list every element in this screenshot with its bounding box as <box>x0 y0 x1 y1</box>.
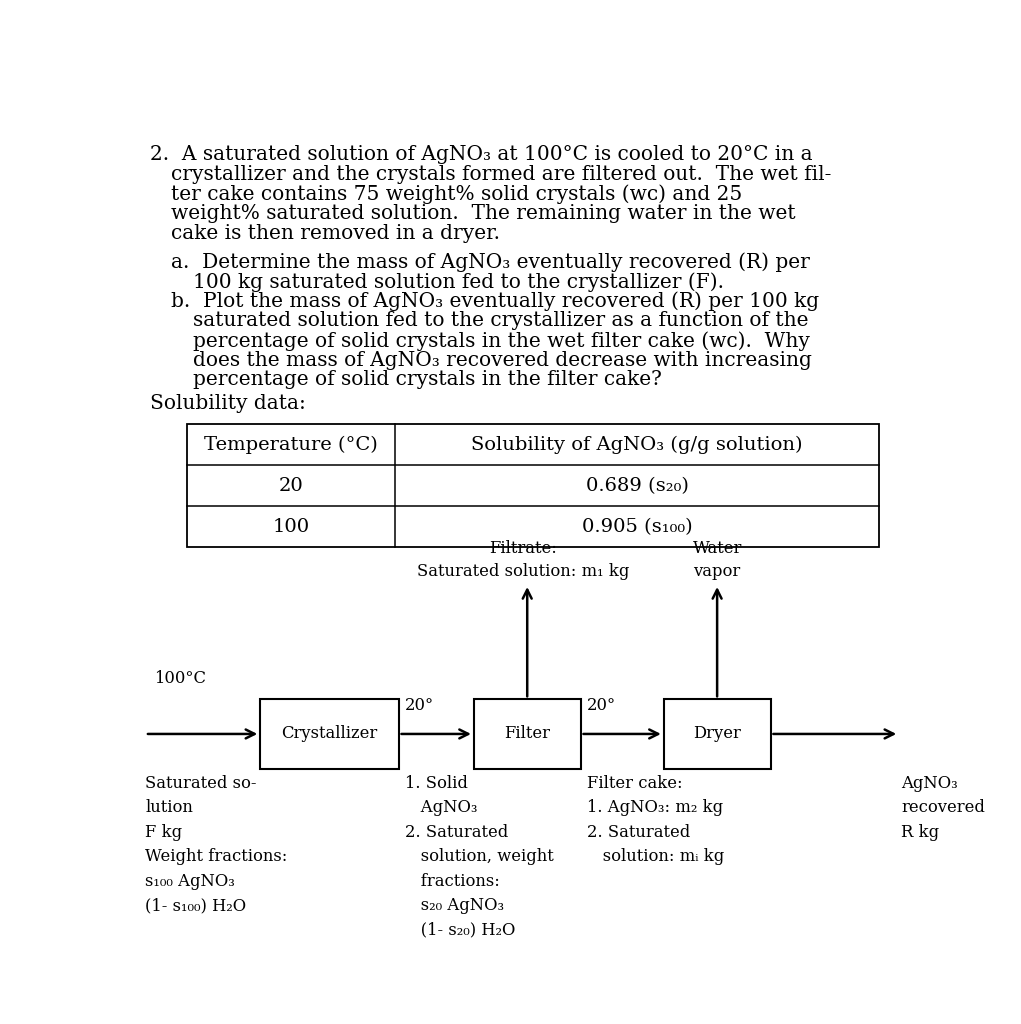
Text: Temperature (°C): Temperature (°C) <box>204 435 378 454</box>
Text: b.  Plot the mass of AgNO₃ eventually recovered (R) per 100 kg: b. Plot the mass of AgNO₃ eventually rec… <box>172 292 819 311</box>
Text: Dryer: Dryer <box>693 725 741 742</box>
Text: crystallizer and the crystals formed are filtered out.  The wet fil-: crystallizer and the crystals formed are… <box>172 165 831 183</box>
Text: 20°: 20° <box>405 697 434 715</box>
Text: 2. Saturated: 2. Saturated <box>405 824 508 841</box>
Text: Solubility of AgNO₃ (g/g solution): Solubility of AgNO₃ (g/g solution) <box>472 435 803 454</box>
Text: F kg: F kg <box>145 824 182 841</box>
Text: ter cake contains 75 weight% solid crystals (wᴄ) and 25: ter cake contains 75 weight% solid cryst… <box>172 184 742 204</box>
Bar <box>260 699 398 769</box>
Text: Filtrate:
Saturated solution: m₁ kg: Filtrate: Saturated solution: m₁ kg <box>417 540 630 581</box>
Text: AgNO₃: AgNO₃ <box>902 775 959 792</box>
Text: AgNO₃: AgNO₃ <box>405 800 478 816</box>
Text: s₂₀ AgNO₃: s₂₀ AgNO₃ <box>405 897 504 914</box>
Text: percentage of solid crystals in the wet filter cake (wᴄ).  Why: percentage of solid crystals in the wet … <box>193 331 810 350</box>
Text: (1- s₂₀) H₂O: (1- s₂₀) H₂O <box>405 922 516 939</box>
Text: 0.689 (s₂₀): 0.689 (s₂₀) <box>586 476 688 495</box>
Text: Crystallizer: Crystallizer <box>281 725 378 742</box>
Text: saturated solution fed to the crystallizer as a function of the: saturated solution fed to the crystalliz… <box>193 311 808 331</box>
Text: Water
vapor: Water vapor <box>692 540 742 581</box>
Text: lution: lution <box>145 800 193 816</box>
Text: recovered: recovered <box>902 800 985 816</box>
Text: 100 kg saturated solution fed to the crystallizer (F).: 100 kg saturated solution fed to the cry… <box>193 272 724 292</box>
Bar <box>187 424 879 547</box>
Text: 20: 20 <box>279 476 303 495</box>
Text: a.  Determine the mass of AgNO₃ eventually recovered (R) per: a. Determine the mass of AgNO₃ eventuall… <box>172 252 810 271</box>
Text: 100°C: 100°C <box>154 671 206 687</box>
Text: Filter cake:: Filter cake: <box>587 775 683 792</box>
Text: cake is then removed in a dryer.: cake is then removed in a dryer. <box>172 224 500 243</box>
Text: Saturated so-: Saturated so- <box>145 775 256 792</box>
Text: R kg: R kg <box>902 824 939 841</box>
Text: 1. Solid: 1. Solid <box>405 775 468 792</box>
Text: 2. Saturated: 2. Saturated <box>587 824 690 841</box>
Text: fractions:: fractions: <box>405 872 500 890</box>
Bar <box>474 699 581 769</box>
Text: solution, weight: solution, weight <box>405 848 553 865</box>
Text: 100: 100 <box>273 517 309 536</box>
Text: 1. AgNO₃: m₂ kg: 1. AgNO₃: m₂ kg <box>587 800 723 816</box>
Text: Filter: Filter <box>504 725 550 742</box>
Text: does the mass of AgNO₃ recovered decrease with increasing: does the mass of AgNO₃ recovered decreas… <box>193 351 812 370</box>
Text: (1- s₁₀₀) H₂O: (1- s₁₀₀) H₂O <box>145 897 246 914</box>
Text: weight% saturated solution.  The remaining water in the wet: weight% saturated solution. The remainin… <box>172 204 795 223</box>
Text: Weight fractions:: Weight fractions: <box>145 848 287 865</box>
Text: percentage of solid crystals in the filter cake?: percentage of solid crystals in the filt… <box>193 371 662 389</box>
Text: 0.905 (s₁₀₀): 0.905 (s₁₀₀) <box>582 517 692 536</box>
Text: 2.  A saturated solution of AgNO₃ at 100°C is cooled to 20°C in a: 2. A saturated solution of AgNO₃ at 100°… <box>150 145 813 164</box>
Text: Solubility data:: Solubility data: <box>150 394 305 413</box>
Text: s₁₀₀ AgNO₃: s₁₀₀ AgNO₃ <box>145 872 235 890</box>
Text: solution: mᵢ kg: solution: mᵢ kg <box>587 848 724 865</box>
Bar <box>664 699 771 769</box>
Text: 20°: 20° <box>587 697 616 715</box>
